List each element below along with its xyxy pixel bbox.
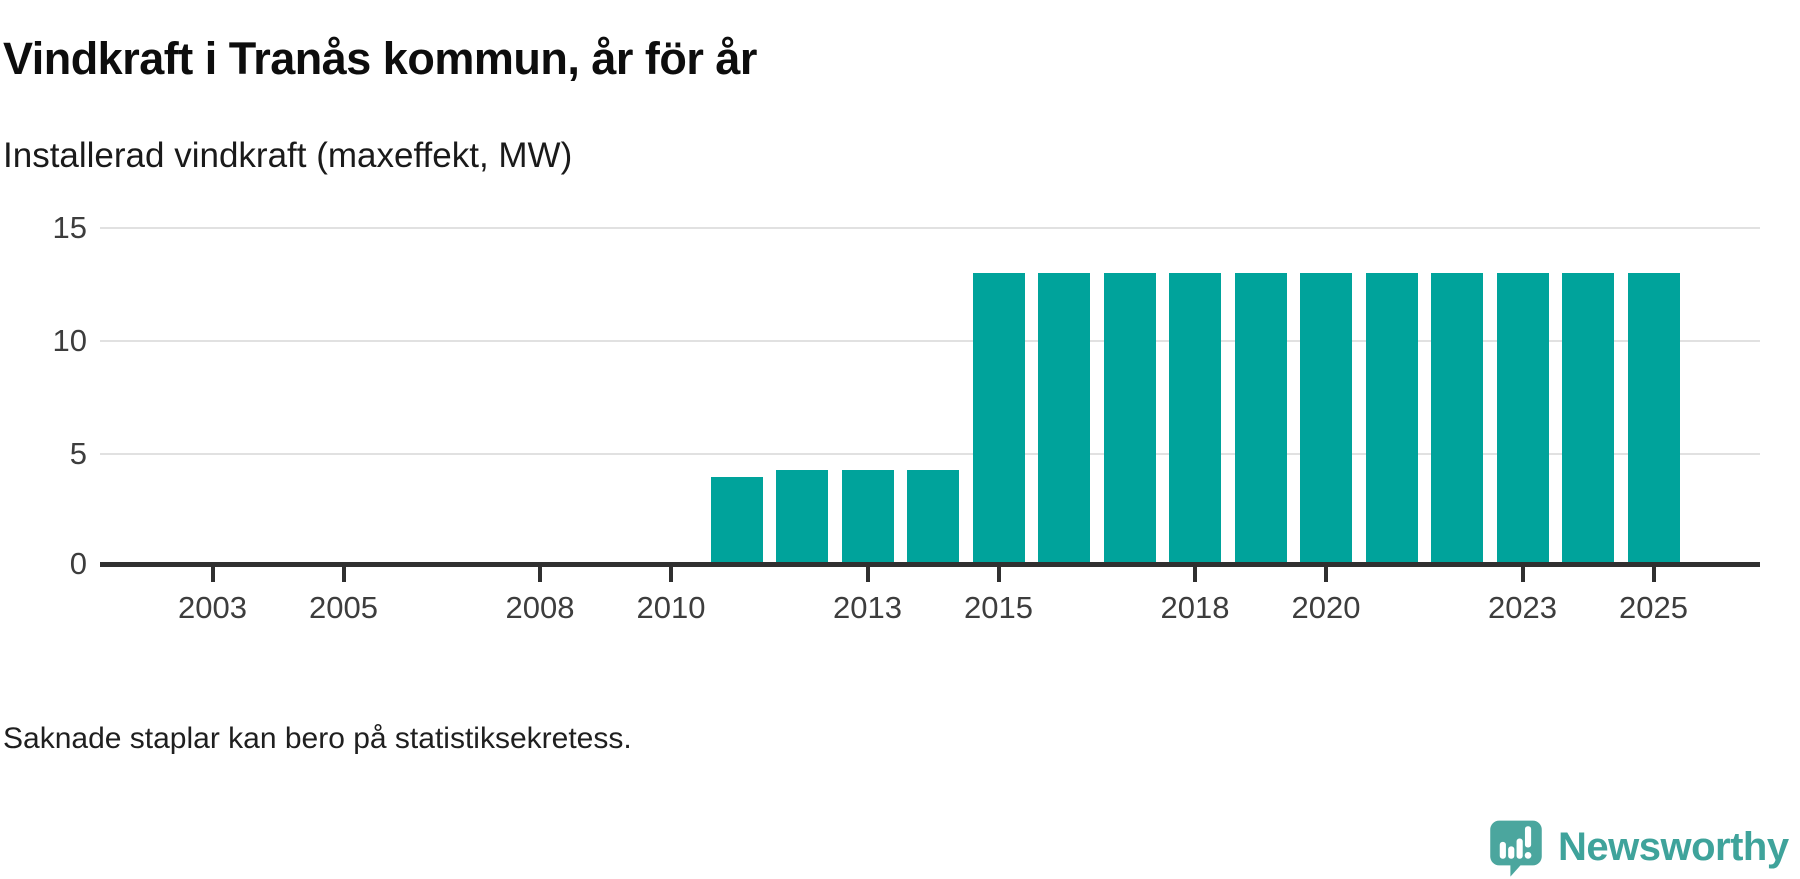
newsworthy-logo-text: Newsworthy bbox=[1558, 824, 1789, 869]
x-tick-label-2015: 2015 bbox=[964, 590, 1033, 625]
y-tick-label-0: 0 bbox=[69, 546, 87, 581]
bar-2013 bbox=[841, 469, 894, 567]
x-axis-line bbox=[100, 562, 1760, 567]
x-tick-label-2003: 2003 bbox=[178, 590, 247, 625]
newsworthy-brand: Newsworthy bbox=[1488, 816, 1789, 878]
chart-title: Vindkraft i Tranås kommun, år för år bbox=[3, 33, 757, 85]
y-tick-label-10: 10 bbox=[52, 323, 87, 358]
bar-2025 bbox=[1627, 273, 1680, 567]
newsworthy-logo-icon bbox=[1490, 820, 1542, 877]
x-tick-label-2018: 2018 bbox=[1160, 590, 1230, 625]
x-tick-2025 bbox=[1651, 567, 1656, 582]
chart-subtitle: Installerad vindkraft (maxeffekt, MW) bbox=[3, 136, 573, 176]
gridline-y-10 bbox=[100, 340, 1760, 342]
x-tick-2018 bbox=[1193, 567, 1197, 582]
bar-2019 bbox=[1234, 273, 1287, 567]
x-tick-label-2005: 2005 bbox=[309, 590, 378, 625]
y-tick-label-5: 5 bbox=[69, 436, 87, 471]
bar-2012 bbox=[776, 469, 828, 567]
bar-2023 bbox=[1496, 273, 1549, 567]
gridline-y-5 bbox=[100, 453, 1760, 455]
x-tick-label-2008: 2008 bbox=[505, 590, 575, 625]
x-tick-2010 bbox=[669, 567, 673, 582]
chart-footnote: Saknade staplar kan bero på statistiksek… bbox=[3, 722, 632, 755]
gridline-y-15 bbox=[100, 227, 1760, 229]
y-tick-label-15: 15 bbox=[52, 210, 87, 245]
x-tick-label-2010: 2010 bbox=[636, 590, 706, 625]
bar-2011 bbox=[710, 476, 763, 567]
x-tick-label-2013: 2013 bbox=[833, 590, 902, 625]
bar-2021 bbox=[1365, 273, 1418, 567]
x-tick-2003 bbox=[210, 567, 215, 582]
x-tick-2008 bbox=[538, 567, 542, 582]
plot-area bbox=[100, 190, 1760, 567]
x-tick-label-2023: 2023 bbox=[1488, 590, 1557, 625]
bar-2015 bbox=[972, 273, 1025, 567]
bar-2018 bbox=[1169, 273, 1221, 567]
bar-2024 bbox=[1562, 273, 1614, 567]
bar-2016 bbox=[1038, 273, 1090, 567]
bar-2020 bbox=[1300, 273, 1352, 567]
x-tick-2005 bbox=[341, 567, 346, 582]
bar-2014 bbox=[907, 469, 959, 567]
bar-2017 bbox=[1103, 273, 1156, 567]
bar-2022 bbox=[1431, 273, 1483, 567]
x-tick-2013 bbox=[865, 567, 870, 582]
x-tick-label-2020: 2020 bbox=[1291, 590, 1361, 625]
x-tick-2023 bbox=[1520, 567, 1525, 582]
x-tick-2020 bbox=[1324, 567, 1328, 582]
x-tick-2015 bbox=[996, 567, 1001, 582]
x-tick-label-2025: 2025 bbox=[1619, 590, 1688, 625]
